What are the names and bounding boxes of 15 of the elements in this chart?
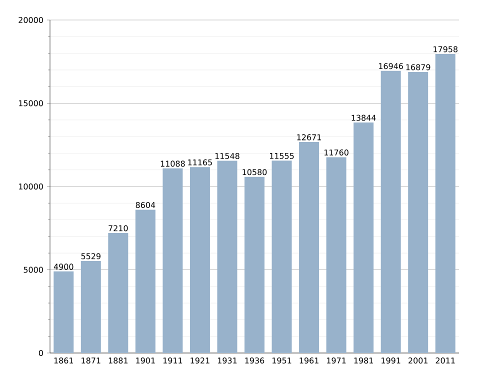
bar bbox=[80, 260, 101, 353]
bar bbox=[190, 167, 210, 353]
bar bbox=[326, 157, 346, 353]
bar bbox=[354, 122, 374, 353]
bar bbox=[54, 271, 74, 353]
bar bbox=[217, 160, 238, 353]
bar bbox=[299, 142, 320, 353]
bar bbox=[244, 176, 264, 353]
bar bbox=[435, 54, 456, 353]
bar bbox=[135, 210, 156, 353]
bar bbox=[162, 168, 183, 353]
bar bbox=[272, 160, 292, 353]
bar bbox=[108, 232, 128, 353]
bar bbox=[380, 70, 401, 353]
bar bbox=[408, 72, 428, 353]
